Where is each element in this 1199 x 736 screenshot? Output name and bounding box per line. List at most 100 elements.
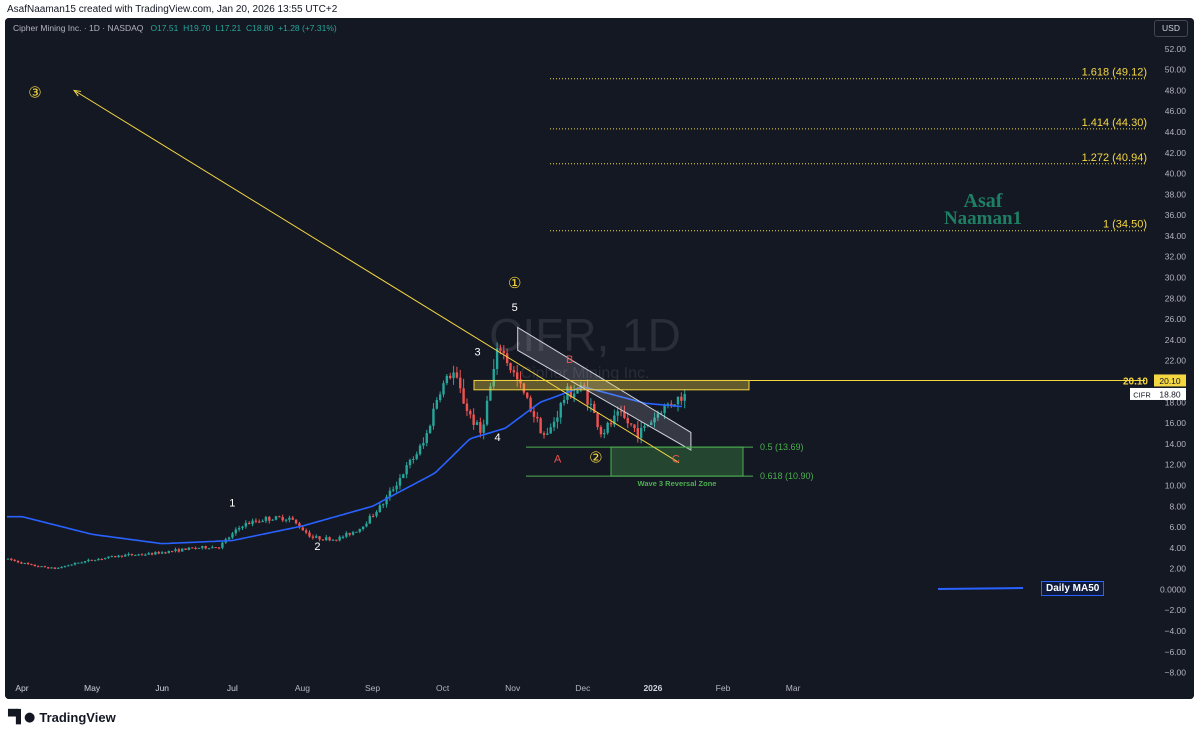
candle-body: [609, 422, 613, 425]
candle-body: [338, 536, 341, 541]
author-logo-line2: Naaman1: [943, 208, 1023, 229]
candle-body: [549, 427, 552, 434]
candle-body: [160, 552, 164, 554]
candle-body: [371, 515, 375, 517]
x-tick-label: Aug: [295, 683, 310, 693]
y-tick-label: 24.00: [1165, 335, 1187, 345]
candle-body: [629, 423, 633, 425]
candle-body: [683, 393, 686, 401]
x-tick-label: Sep: [365, 683, 380, 693]
candle-body: [214, 547, 217, 549]
candle-body: [234, 529, 237, 534]
candle-body: [542, 433, 546, 435]
candle-body: [465, 403, 469, 411]
tradingview-brand: TradingView: [39, 709, 116, 725]
y-tick-label: 46.00: [1165, 106, 1187, 116]
candle-body: [512, 370, 516, 373]
fib-extension-label: 1.618 (49.12): [1082, 67, 1147, 79]
candle-body: [318, 536, 321, 540]
wave-label: ②: [589, 450, 602, 467]
wave-label: ①: [508, 275, 521, 292]
candle-body: [529, 397, 532, 412]
candle-body: [294, 519, 298, 524]
candle-body: [432, 408, 435, 426]
y-tick-label: 6.00: [1169, 522, 1186, 532]
candle-body: [341, 536, 345, 538]
price-chart[interactable]: CIFR, 1DCipher Mining Inc.52.0050.0048.0…: [5, 18, 1194, 699]
y-tick-label: 40.00: [1165, 169, 1187, 179]
candle-body: [127, 554, 130, 556]
resistance-zone: [473, 379, 750, 391]
ma50-legend-swatch: [937, 587, 1024, 590]
currency-button[interactable]: USD: [1154, 20, 1188, 37]
falling-wedge: [517, 326, 692, 451]
candle-body: [505, 353, 509, 364]
candle-body: [181, 548, 184, 552]
candle-body: [365, 523, 368, 527]
wave-label: A: [554, 454, 562, 466]
candle-body: [532, 411, 536, 417]
candle-body: [114, 556, 117, 558]
y-tick-label: 8.00: [1169, 501, 1186, 511]
candle-body: [60, 567, 63, 569]
candle-body: [134, 554, 137, 556]
candle-body: [335, 539, 338, 541]
candle-body: [90, 559, 93, 561]
tradingview-logo[interactable]: ▀▌● TradingView: [8, 709, 116, 725]
candle-body: [559, 403, 562, 418]
candle-body: [50, 567, 53, 569]
candle-body: [103, 557, 107, 559]
x-tick-label: Nov: [505, 683, 521, 693]
y-tick-label: 18.00: [1165, 397, 1187, 407]
y-tick-label: 22.00: [1165, 356, 1187, 366]
reversal-zone-label: Wave 3 Reversal Zone: [638, 479, 717, 488]
candle-body: [643, 425, 646, 428]
candle-body: [304, 530, 308, 533]
credit-text: AsafNaaman15 created with TradingView.co…: [7, 4, 338, 15]
candle-body: [499, 348, 502, 351]
author-logo: Asaf Naaman1: [933, 190, 1033, 229]
candle-body: [93, 560, 97, 562]
candle-body: [124, 554, 127, 557]
candle-body: [385, 496, 388, 505]
y-tick-label: 50.00: [1165, 65, 1187, 75]
candle-body: [26, 562, 30, 565]
candle-body: [562, 399, 566, 404]
chart-panel[interactable]: CIFR, 1DCipher Mining Inc.52.0050.0048.0…: [5, 18, 1194, 699]
candle-body: [355, 531, 358, 533]
candle-body: [254, 520, 258, 522]
candle-body: [248, 522, 251, 525]
y-tick-label: 36.00: [1165, 210, 1187, 220]
y-tick-label: 0.0000: [1160, 584, 1186, 594]
candle-body: [194, 547, 197, 549]
candle-body: [23, 562, 26, 564]
author-logo-line1: Asaf: [963, 190, 1003, 212]
candle-body: [345, 532, 348, 537]
candle-body: [150, 553, 154, 555]
fib-retracement-label: 0.618 (10.90): [760, 471, 814, 481]
candle-body: [593, 403, 596, 414]
candle-body: [321, 539, 325, 541]
candle-body: [455, 372, 459, 378]
candle-body: [328, 537, 331, 541]
candle-body: [516, 372, 519, 380]
y-tick-label: 48.00: [1165, 85, 1187, 95]
candle-body: [110, 556, 114, 558]
candle-body: [67, 565, 70, 567]
candle-body: [284, 519, 288, 521]
candle-body: [264, 516, 268, 521]
candle-body: [40, 566, 43, 568]
candle-body: [619, 411, 623, 413]
candle-body: [472, 414, 475, 425]
candle-body: [536, 416, 539, 419]
candle-body: [378, 505, 382, 512]
candle-body: [164, 552, 167, 554]
candle-body: [650, 422, 653, 425]
y-tick-label: −4.00: [1164, 626, 1186, 636]
candle-body: [87, 559, 90, 562]
candle-body: [626, 417, 629, 424]
candle-body: [603, 432, 606, 435]
candle-body: [244, 522, 248, 527]
candle-body: [449, 375, 452, 379]
candle-body: [599, 427, 603, 435]
